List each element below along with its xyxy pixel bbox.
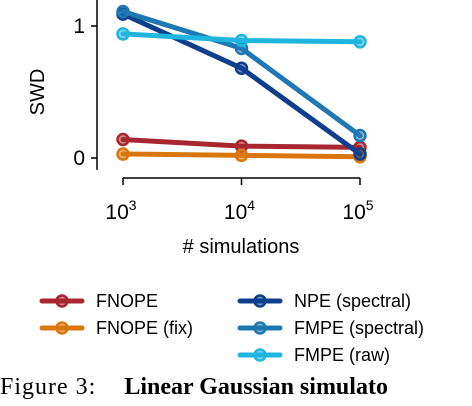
- data-point: [116, 27, 130, 41]
- x-axis-label: # simulations: [183, 236, 300, 258]
- caption-label: Figure 3:: [0, 374, 97, 400]
- figure-caption: Figure 3: Linear Gaussian simulato: [0, 374, 472, 406]
- axes: 0 1 103 104 105: [73, 0, 374, 224]
- legend-item: FMPE (raw): [237, 345, 390, 365]
- data-point: [234, 61, 249, 75]
- y-axis-label: SWD: [27, 69, 49, 116]
- data-point: [116, 147, 130, 161]
- caption-title: Linear Gaussian simulato: [124, 374, 388, 400]
- data-point: [116, 4, 130, 19]
- legend-swatch-marker: [253, 348, 267, 362]
- series-fmpe-raw: [116, 27, 367, 49]
- legend-swatch-marker: [55, 321, 69, 335]
- legend-label: FNOPE: [96, 291, 158, 311]
- legend-swatch-marker: [253, 294, 267, 308]
- plot-area: [116, 4, 367, 164]
- legend-label: FMPE (raw): [294, 345, 390, 365]
- legend: FNOPE FNOPE (fix) NPE (spectral) FMPE (spec…: [39, 291, 424, 365]
- legend-item: NPE (spectral): [237, 291, 411, 311]
- y-tick-label: 1: [73, 15, 85, 38]
- legend-label: FMPE (spectral): [294, 318, 424, 338]
- legend-label: NPE (spectral): [294, 291, 411, 311]
- series-npe-spectral: [116, 7, 367, 161]
- data-point: [353, 147, 367, 161]
- legend-swatch-marker: [253, 321, 267, 335]
- x-tick-label: 105: [342, 197, 373, 224]
- y-tick-label: 0: [73, 147, 85, 170]
- x-tick-label: 103: [105, 197, 136, 224]
- data-point: [234, 148, 249, 163]
- legend-item: FMPE (spectral): [237, 318, 424, 338]
- data-point: [353, 35, 367, 49]
- x-tick-label: 104: [224, 197, 255, 224]
- legend-label: FNOPE (fix): [96, 318, 193, 338]
- series-fnope-fix: [116, 147, 367, 164]
- legend-item: FNOPE: [39, 291, 158, 311]
- data-point: [353, 128, 367, 143]
- data-point: [116, 132, 130, 147]
- data-point: [234, 33, 249, 48]
- legend-item: FNOPE (fix): [39, 318, 193, 338]
- legend-swatch-marker: [55, 294, 69, 308]
